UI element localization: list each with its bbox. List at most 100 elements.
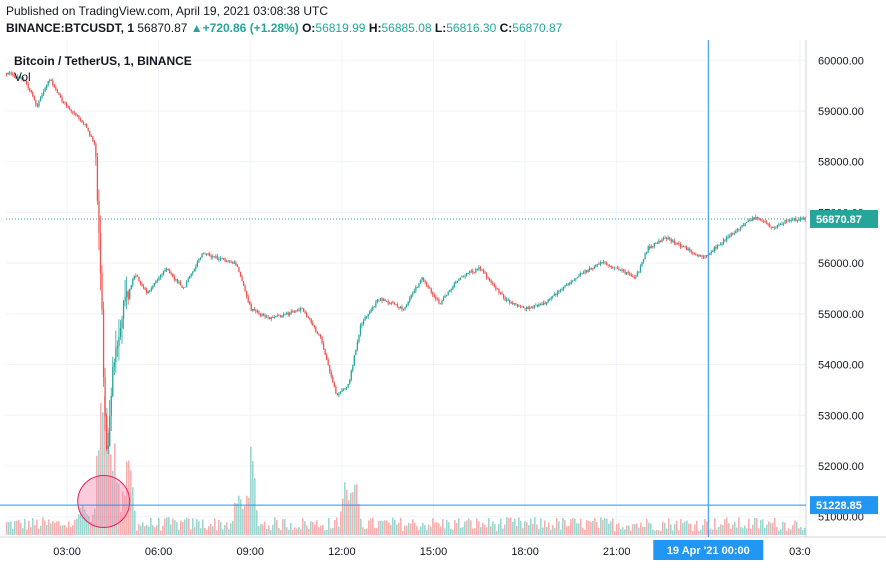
volume-bar [472,528,474,535]
candle-body [181,285,183,288]
candle-body [419,280,422,284]
time-tick-label: 12:00 [328,546,356,558]
candle-body [379,298,382,300]
candle-body [364,316,366,321]
volume-bar [132,487,134,535]
price-chart[interactable]: 60000.0059000.0058000.0057000.0056000.00… [0,40,886,572]
volume-bar [460,527,462,535]
candle-body [192,271,194,274]
candle-body [353,355,355,366]
volume-bar [422,522,424,535]
candle-body [13,74,15,78]
candle-body [282,314,285,316]
volume-bar [186,517,188,535]
candle-body [441,300,443,304]
volume-bar [106,407,108,535]
volume-bar [208,526,210,535]
candle-body [622,270,625,272]
candle-body [664,237,666,239]
volume-bar [376,528,378,535]
volume-bar [642,526,644,535]
candle-body [182,287,185,289]
volume-bar [112,470,114,535]
volume-bar [324,530,326,535]
candle-body [302,308,305,312]
candle-body [90,135,92,137]
time-tick-label: 15:00 [420,546,448,558]
volume-bar [140,525,142,535]
candle-body [389,303,391,305]
volume-bar [680,519,682,535]
volume-bar [114,443,116,535]
volume-bar [644,526,646,535]
volume-bar [128,460,130,535]
volume-bar [36,519,38,535]
volume-bar [620,529,622,535]
candle-body [84,124,86,125]
price-tick-label: 55000.00 [818,309,864,321]
candle-body [776,224,779,228]
volume-bar [736,527,738,535]
candle-body [610,266,612,268]
volume-bar [710,528,712,535]
volume-bar [542,527,544,535]
candle-body [687,248,689,250]
candle-body [44,88,46,92]
candle-body [564,285,566,287]
candle-body [321,336,323,343]
candle-body [473,272,475,274]
volume-bar [172,518,174,535]
candle-body [58,92,60,95]
candle-body [118,336,120,346]
volume-bar [722,525,724,535]
volume-bar [716,529,718,535]
candle-body [686,246,688,250]
candle-body [567,283,569,285]
candle-body [490,281,492,283]
candle-body [712,251,714,252]
volume-bar [354,484,356,535]
volume-bar [678,530,680,535]
volume-bar [726,517,728,535]
candle-body [12,73,14,75]
volume-bar [418,530,420,535]
volume-bar [350,492,352,535]
candle-body [552,295,554,298]
volume-bar [104,396,106,535]
volume-bar [614,530,616,535]
volume-bar [250,446,252,535]
volume-bar [184,519,186,535]
candle-body [796,220,799,222]
volume-bar [382,521,384,535]
volume-bar [450,528,452,535]
candle-body [153,282,155,287]
candle-body [213,256,215,258]
candle-body [50,80,52,81]
ohlc-header: BINANCE:BTCUSDT, 1 56870.87 ▲+720.86 (+1… [6,21,562,35]
time-tick-label: 03:00 [53,546,81,558]
volume-bar [174,520,176,535]
volume-bar [684,521,686,535]
candle-body [244,285,246,292]
volume-bar [276,520,278,535]
volume-bar [662,521,664,535]
volume-bar [564,520,566,535]
candle-body [713,247,715,252]
candle-body [509,299,511,303]
volume-bar [26,529,28,535]
volume-bar [72,525,74,535]
volume-bar [456,523,458,535]
candle-body [561,289,563,291]
candle-body [144,287,146,290]
volume-bar [78,514,80,535]
candle-body [559,289,562,291]
volume-bar [22,528,24,535]
candle-body [347,384,349,387]
candle-body [190,273,192,277]
candle-body [372,306,374,310]
candle-body [21,77,23,80]
volume-bar [162,525,164,535]
candle-body [15,76,17,78]
candle-body [469,271,471,274]
candle-body [676,242,679,245]
